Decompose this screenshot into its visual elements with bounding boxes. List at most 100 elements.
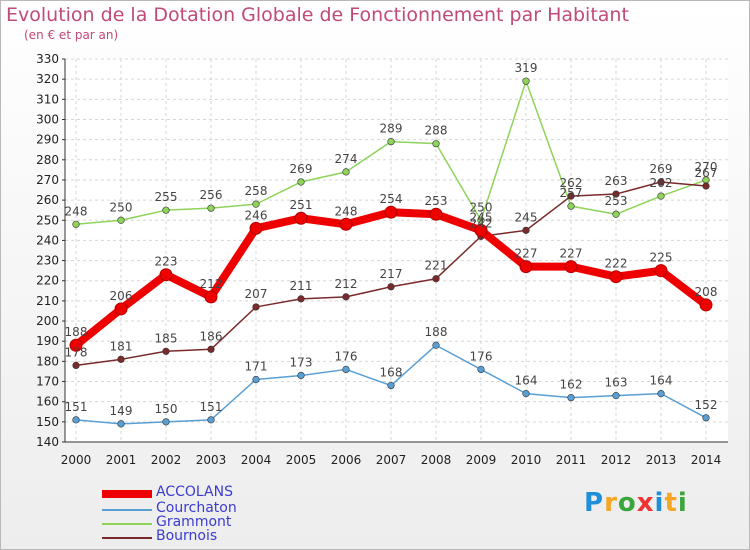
x-tick-label: 2004	[241, 453, 272, 467]
data-point	[657, 178, 665, 186]
y-tick-label: 190	[36, 334, 59, 348]
data-point	[252, 303, 260, 311]
data-point	[657, 390, 665, 398]
data-label: 212	[335, 277, 358, 291]
data-point	[117, 355, 125, 363]
data-point	[699, 298, 713, 312]
data-point	[612, 392, 620, 400]
logo-letter: r	[604, 488, 618, 518]
logo-letter: P	[584, 488, 605, 518]
y-tick-label: 180	[36, 354, 59, 368]
data-point	[567, 202, 575, 210]
y-tick-label: 310	[36, 92, 59, 106]
legend-swatch	[102, 509, 152, 511]
legend-label: Bournois	[156, 528, 218, 544]
data-point	[564, 260, 578, 274]
data-point	[522, 390, 530, 398]
data-label: 288	[425, 124, 448, 138]
data-point	[432, 140, 440, 148]
data-label: 176	[335, 349, 358, 363]
x-tick-label: 2002	[151, 453, 182, 467]
data-point	[72, 361, 80, 370]
x-tick-label: 2011	[556, 453, 587, 467]
x-tick-label: 2008	[421, 453, 452, 467]
data-point	[204, 290, 218, 304]
data-label: 163	[605, 376, 628, 390]
data-label: 250	[110, 200, 133, 214]
data-point	[297, 295, 305, 303]
y-tick-label: 300	[36, 112, 59, 126]
data-point	[654, 264, 668, 278]
data-label: 262	[650, 176, 673, 190]
data-point	[207, 345, 215, 353]
logo-letter: x	[636, 488, 655, 518]
legend-swatch	[102, 537, 152, 539]
chart-title: Evolution de la Dotation Globale de Fonc…	[6, 4, 629, 26]
data-label: 289	[380, 122, 403, 136]
data-point	[339, 217, 353, 231]
data-point	[522, 77, 530, 85]
data-label: 248	[65, 204, 88, 218]
chart-subtitle: (en € et par an)	[24, 28, 119, 42]
y-tick-label: 220	[36, 274, 59, 288]
data-label: 256	[200, 188, 223, 202]
data-label: 270	[695, 160, 718, 174]
data-label: 254	[380, 192, 403, 206]
data-label: 181	[110, 339, 133, 353]
logo-letter: i	[654, 488, 665, 518]
data-label: 151	[200, 400, 223, 414]
legend-label: ACCOLANS	[156, 484, 233, 500]
data-label: 253	[605, 194, 628, 208]
legend-label: Courchaton	[156, 500, 237, 516]
data-point	[207, 204, 215, 212]
data-point	[567, 394, 575, 402]
data-label: 164	[650, 374, 673, 388]
data-label: 248	[335, 204, 358, 218]
data-label: 207	[245, 287, 268, 301]
data-label: 245	[515, 210, 538, 224]
data-label: 164	[515, 374, 538, 388]
data-point	[432, 341, 440, 349]
data-label: 188	[65, 325, 88, 339]
y-tick-label: 150	[36, 415, 59, 429]
data-label: 211	[290, 279, 313, 293]
data-point	[162, 418, 170, 426]
y-tick-label: 240	[36, 233, 59, 247]
y-tick-label: 290	[36, 133, 59, 147]
y-tick-label: 280	[36, 153, 59, 167]
data-label: 257	[560, 186, 583, 200]
data-point	[477, 216, 485, 224]
data-label: 162	[560, 378, 583, 392]
data-point	[114, 302, 128, 316]
data-label: 176	[470, 349, 493, 363]
data-point	[429, 207, 443, 221]
legend-swatch	[102, 523, 152, 525]
data-label: 152	[695, 398, 718, 412]
logo-letter: t	[664, 488, 678, 518]
data-point	[477, 365, 485, 374]
data-point	[117, 420, 125, 428]
data-point	[69, 338, 83, 352]
data-label: 269	[290, 162, 313, 176]
data-point	[162, 206, 170, 214]
y-tick-label: 200	[36, 314, 59, 328]
data-point	[702, 414, 710, 422]
data-point	[387, 283, 395, 291]
proxiti-logo: Proxiti	[584, 488, 688, 518]
data-label: 206	[110, 289, 133, 303]
logo-letter: i	[677, 488, 688, 518]
data-point	[387, 381, 395, 390]
data-point	[342, 365, 350, 374]
x-tick-label: 2010	[511, 453, 542, 467]
data-label: 263	[605, 174, 628, 188]
data-label: 227	[515, 247, 538, 261]
legend-swatch	[102, 490, 152, 498]
data-label: 225	[650, 251, 673, 265]
data-point	[522, 226, 530, 234]
data-label: 208	[695, 285, 718, 299]
x-tick-label: 2006	[331, 453, 362, 467]
y-tick-label: 250	[36, 213, 59, 227]
data-label: 149	[110, 404, 133, 418]
y-tick-label: 270	[36, 173, 59, 187]
